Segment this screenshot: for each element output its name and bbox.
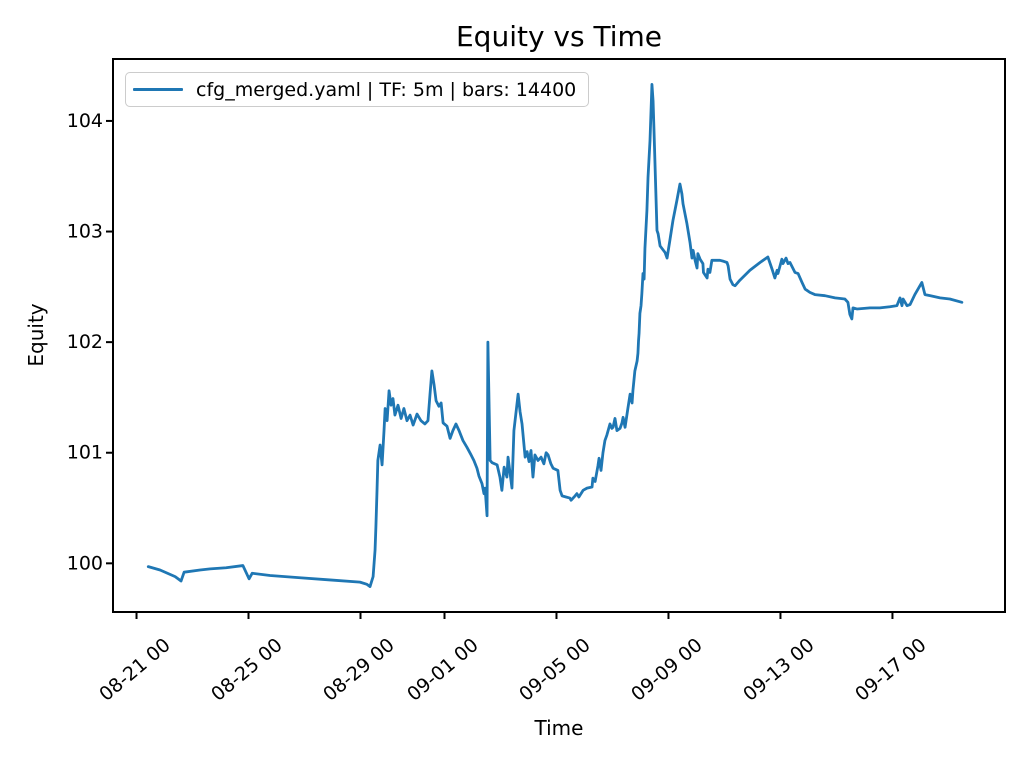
x-tick-label-4: 09-05 00 [515,634,595,706]
axes-frame [112,58,1006,613]
chart-title: Equity vs Time [455,20,663,53]
legend-line-icon [133,88,183,91]
y-tick-label-3: 103 [67,221,103,243]
y-tick-label-4: 104 [67,110,103,132]
y-tick-label-0: 100 [67,552,103,574]
x-axis-label: Time [534,716,584,740]
legend: cfg_merged.yaml | TF: 5m | bars: 14400 [125,72,590,107]
y-tick-label-2: 102 [67,331,103,353]
x-tick-label-7: 09-17 00 [851,634,931,706]
x-tick-label-1: 08-25 00 [207,634,287,706]
x-tick-label-2: 08-29 00 [319,634,399,706]
x-tick-label-5: 09-09 00 [627,634,707,706]
y-tick-label-1: 101 [67,442,103,464]
equity-line-series-0 [146,83,964,588]
x-tick-label-3: 09-01 00 [403,634,483,706]
x-tick-label-6: 09-13 00 [739,634,819,706]
x-tick-label-0: 08-21 00 [95,634,175,706]
legend-entry-label: cfg_merged.yaml | TF: 5m | bars: 14400 [196,78,577,101]
